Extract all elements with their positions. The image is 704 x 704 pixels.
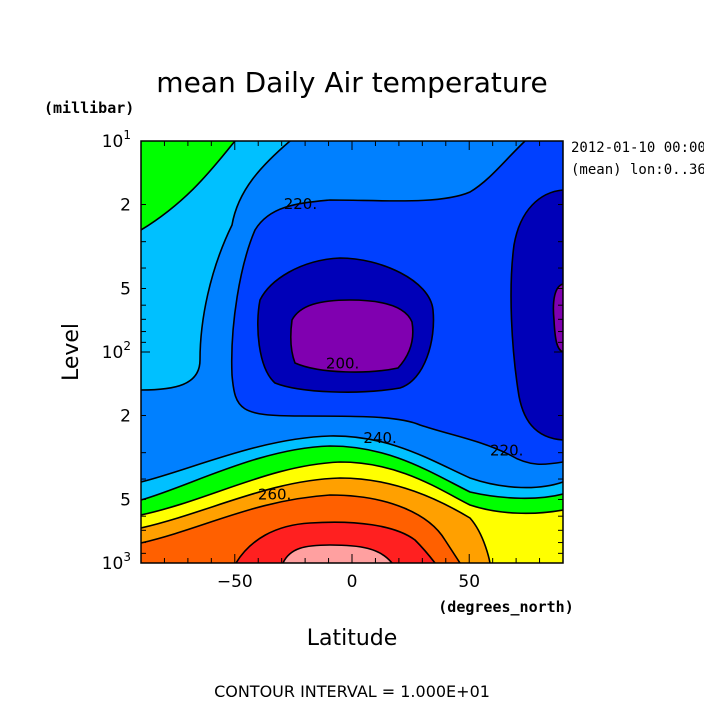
y-units: (millibar): [44, 99, 134, 117]
fill-band-280: [236, 522, 435, 563]
contour-line: [141, 141, 236, 231]
x-units: (degrees_north): [438, 598, 573, 616]
contour-line: [141, 435, 563, 489]
contour-label: 200.: [326, 355, 359, 373]
x-axis-label: Latitude: [307, 626, 398, 651]
y-tick-label: 103: [102, 550, 131, 574]
y-tick-label: 5: [120, 490, 131, 510]
contour-line: [141, 461, 563, 516]
fill-band-200-right: [511, 190, 563, 440]
fill-band-290: [283, 545, 392, 563]
contour-labels: 220. 200. 240. 220. 260.: [258, 195, 524, 503]
contour-line: [257, 257, 435, 393]
contour-line: [510, 189, 563, 441]
contour-line: [141, 477, 491, 563]
contour-line: [289, 299, 414, 373]
x-tick-label: 0: [347, 572, 358, 592]
contour-line: [552, 283, 563, 353]
contour-line: [141, 445, 563, 501]
contour-lines: [141, 141, 563, 563]
contour-line: [141, 141, 291, 391]
y-tick-label: 2: [120, 407, 131, 427]
chart-title: mean Daily Air temperature: [156, 66, 547, 99]
info-text: 2012-01-10 00:00 (mean) lon:0..360: [571, 140, 704, 178]
y-tick-label: 102: [102, 339, 131, 363]
y-axis-label: Level: [59, 323, 84, 381]
contour-label: 220.: [490, 442, 523, 460]
y-tick-label: 5: [120, 279, 131, 299]
x-axis: −50 0 50: [140, 141, 564, 592]
contour-label: 260.: [258, 485, 291, 503]
fill-band-240: [141, 141, 235, 230]
contour-line: [235, 521, 436, 563]
y-tick-label: 2: [120, 196, 131, 216]
x-tick-label: 50: [458, 572, 480, 592]
contour-label: 240.: [363, 429, 396, 447]
info-line-date: 2012-01-10 00:00: [571, 140, 704, 156]
fill-band-190-center: [290, 300, 413, 373]
contour-line: [230, 141, 563, 466]
info-line-lon: (mean) lon:0..360: [571, 162, 704, 178]
fill-band-230-lower: [141, 435, 563, 500]
contour-line: [141, 494, 461, 563]
y-tick-label: 101: [102, 128, 131, 152]
contour-interval-footer: CONTOUR INTERVAL = 1.000E+01: [214, 682, 490, 701]
x-tick-label: −50: [217, 572, 253, 592]
contour-line: [282, 544, 393, 563]
contour-fills: [141, 141, 563, 563]
contour-label: 220.: [284, 195, 317, 213]
y-axis: 101 2 5 102 2 5 103: [102, 128, 563, 574]
